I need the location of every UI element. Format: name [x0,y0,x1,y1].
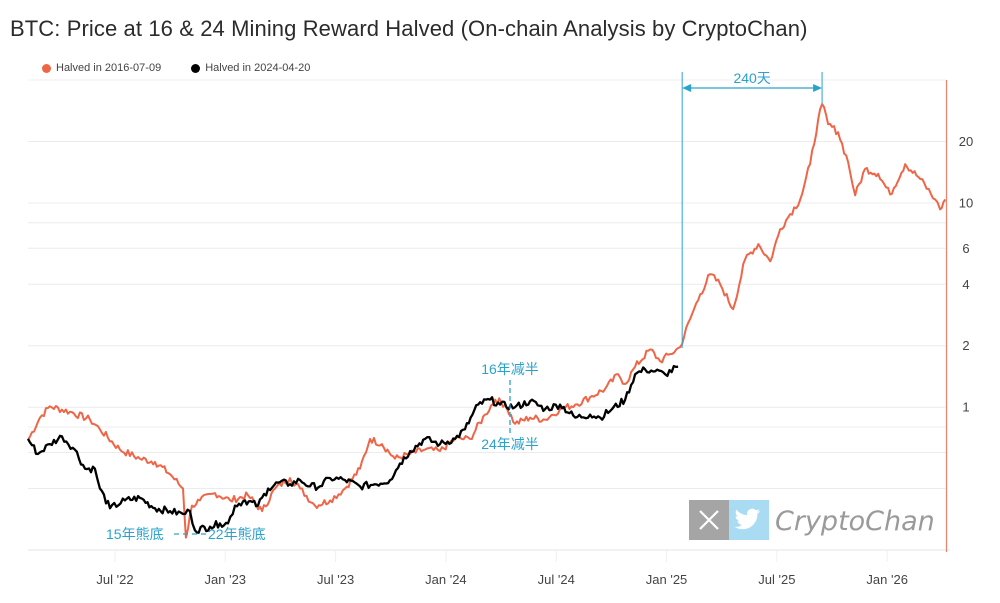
annotation-240-days: 240天 [681,70,823,348]
x-tick-label: Jan '24 [425,572,467,587]
series-line-2016 [27,103,947,539]
halving-16-label: 16年减半 [481,361,539,377]
annotation-halving: 16年减半 24年减半 [481,361,539,452]
x-tick-label: Jul '23 [317,572,354,587]
x-tick-label: Jan '26 [866,572,908,587]
legend: Halved in 2016-07-09 Halved in 2024-04-2… [42,62,310,74]
legend-label-2024: Halved in 2024-04-20 [205,62,311,74]
x-logo-icon [699,510,719,530]
bottom-22-label: 22年熊底 [208,526,266,542]
series-line-2024 [27,364,679,534]
legend-item-2016[interactable]: Halved in 2016-07-09 [42,62,161,74]
y-tick-label: 10 [959,195,973,210]
x-tick-label: Jul '24 [538,572,575,587]
bottom-15-label: 15年熊底 [106,526,164,542]
y-tick-label: 1 [962,400,969,415]
y-axis: 20 10 6 4 2 1 [959,134,973,415]
legend-dot-2024 [191,63,201,73]
annotation-240-days-label: 240天 [733,70,770,86]
x-tick-label: Jul '22 [96,572,133,587]
legend-dot-2016 [42,63,51,73]
series-group [27,103,947,539]
x-tick-label: Jan '23 [205,572,247,587]
watermark-text: CryptoChan [775,506,935,537]
legend-item-2024[interactable]: Halved in 2024-04-20 [191,62,310,74]
watermark: CryptoChan [689,500,935,540]
y-tick-label: 20 [959,134,973,149]
chart-title: BTC: Price at 16 & 24 Mining Reward Halv… [10,16,808,41]
annotation-bear-bottom: 15年熊底 22年熊底 [106,526,266,542]
arrow-left-icon [682,84,692,92]
x-axis: Jul '22 Jan '23 Jul '23 Jan '24 Jul '24 Jan '… [96,550,908,587]
arrow-right-icon [813,84,823,92]
x-tick-label: Jul '25 [758,572,795,587]
legend-label-2016: Halved in 2016-07-09 [56,62,162,74]
halving-24-label: 24年减半 [481,436,539,452]
y-tick-label: 6 [962,241,969,256]
x-tick-label: Jan '25 [646,572,688,587]
twitter-bird-icon [734,508,760,530]
gridlines [28,79,950,551]
y-tick-label: 2 [962,338,969,353]
y-tick-label: 4 [962,277,969,292]
